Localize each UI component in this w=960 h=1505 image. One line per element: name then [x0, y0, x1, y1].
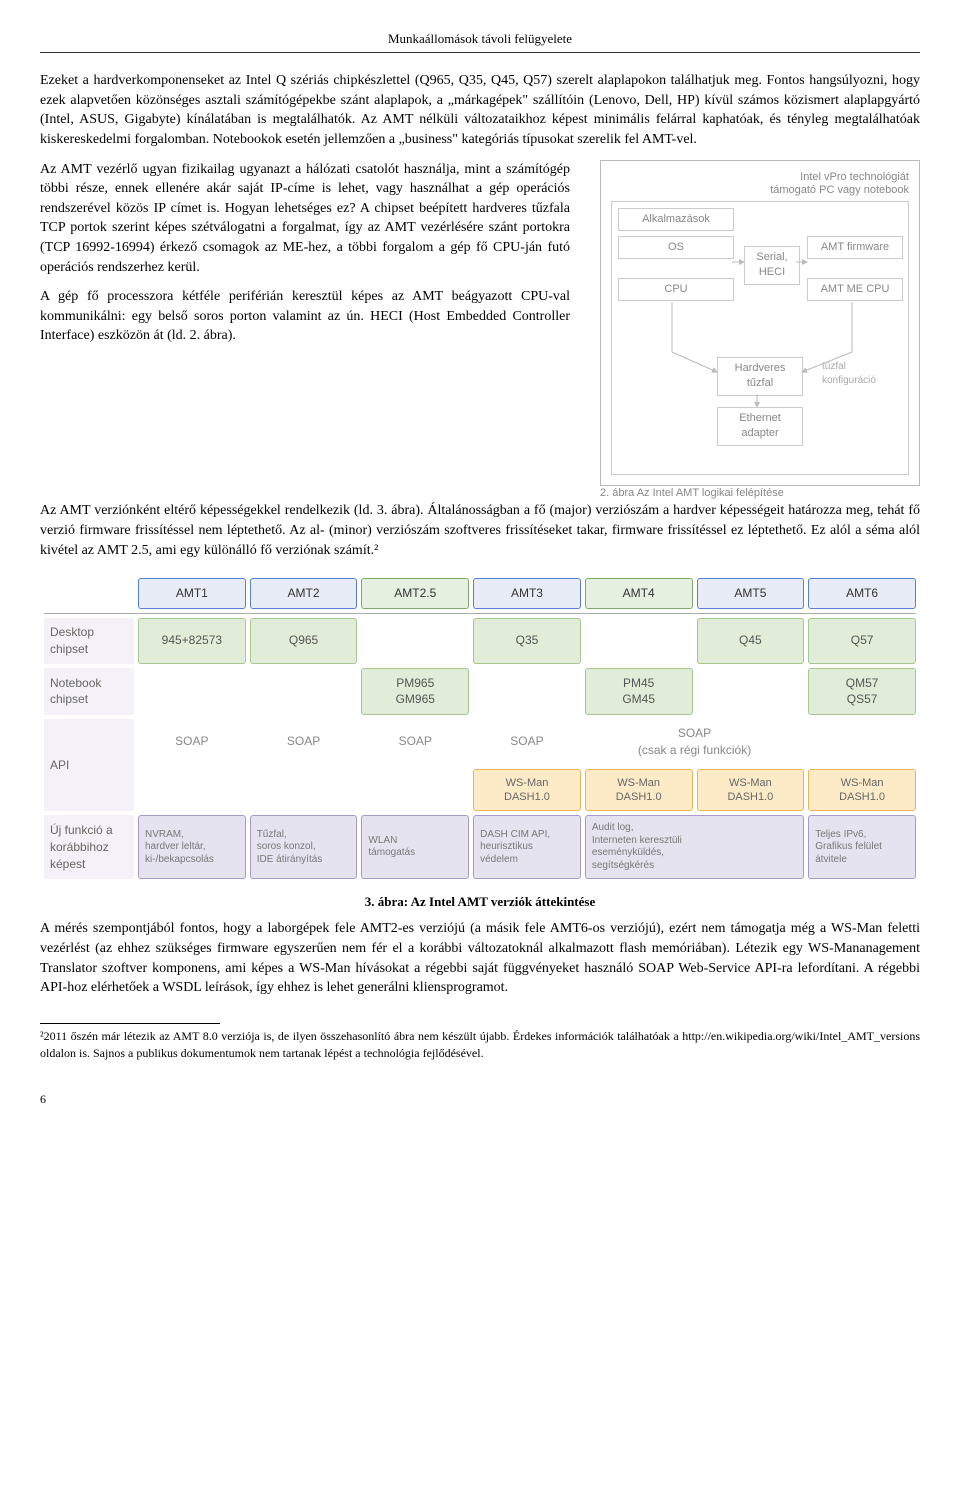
fig3-header-amt3: AMT3	[473, 578, 581, 609]
fig2-topnote-1: Intel vPro technológiát	[800, 171, 909, 183]
fig2-box-hwfirewall: Hardveres tűzfal	[717, 357, 803, 396]
fig3-feature-3: DASH CIM API, heurisztikus védelem	[473, 815, 581, 879]
fig3-desktop-col3: Q35	[473, 618, 581, 664]
fig3-notebook-col5	[697, 668, 805, 716]
fig2-topnote-2: támogató PC vagy notebook	[770, 184, 909, 196]
paragraph-4: A mérés szempontjából fontos, hogy a lab…	[40, 919, 920, 997]
paragraph-1: Ezeket a hardverkomponenseket az Intel Q…	[40, 71, 920, 149]
fig3-rowlabel-notebook: Notebook chipset	[44, 668, 134, 716]
fig2-caption: 2. ábra Az Intel AMT logikai felépítése	[600, 486, 920, 501]
fig3-api-wsman-3: WS-Man DASH1.0	[808, 769, 916, 812]
paragraph-2a: Az AMT vezérlő ugyan fizikailag ugyanazt…	[40, 160, 570, 278]
fig3-notebook-col0	[138, 668, 246, 716]
fig2-host-box: Alkalmazások OS CPU AMT firmware AMT ME …	[611, 201, 909, 475]
fig3-header-amt2-5: AMT2.5	[361, 578, 469, 609]
fig3-desktop-col4	[585, 618, 693, 664]
fig3-header-amt6: AMT6	[808, 578, 916, 609]
fig3-desktop-col2	[361, 618, 469, 664]
fig3-api-soap-2: SOAP	[361, 719, 469, 765]
fig3-rowlabel-new: Új funkció a korábbihoz képest	[44, 815, 134, 879]
fig3-notebook-col1	[250, 668, 358, 716]
fig3-desktop-col1: Q965	[250, 618, 358, 664]
fig3-feature-0: NVRAM, hardver leltár, ki-/bekapcsolás	[138, 815, 246, 879]
fig3-header-amt5: AMT5	[697, 578, 805, 609]
fig3-rowlabel-desktop: Desktop chipset	[44, 618, 134, 664]
header-rule	[40, 52, 920, 53]
fig3-api-wsman-2: WS-Man DASH1.0	[697, 769, 805, 812]
fig3-header-amt2: AMT2	[250, 578, 358, 609]
page-header: Munkaállomások távoli felügyelete	[40, 30, 920, 48]
fig2-box-amtcpu: AMT ME CPU	[807, 278, 903, 301]
page-number: 6	[40, 1091, 920, 1108]
figure-3: AMT1AMT2AMT2.5AMT3AMT4AMT5AMT6 Desktop c…	[40, 574, 920, 911]
fig3-rowlabel-api: API	[44, 719, 134, 811]
fig3-caption: 3. ábra: Az Intel AMT verziók áttekintés…	[40, 893, 920, 911]
fig3-api-soap-legacy: SOAP (csak a régi funkciók)	[585, 719, 804, 765]
footnote-rule	[40, 1023, 220, 1024]
fig2-box-os: OS	[618, 236, 734, 259]
fig3-feature-4: Audit log, Interneten keresztüli esemény…	[585, 815, 804, 879]
fig3-feature-1: Tűzfal, soros konzol, IDE átirányítás	[250, 815, 358, 879]
fig2-box-serial-heci: Serial, HECI	[744, 246, 800, 285]
fig2-box-alkalmazasok: Alkalmazások	[618, 208, 734, 231]
fig3-notebook-col3	[473, 668, 581, 716]
fig2-box-amtfw: AMT firmware	[807, 236, 903, 259]
fig3-api-soap-3: SOAP	[473, 719, 581, 765]
footnote: ²2011 őszén már létezik az AMT 8.0 verzi…	[40, 1028, 920, 1062]
fig3-api-soap-0: SOAP	[138, 719, 246, 765]
fig3-notebook-col6: QM57 QS57	[808, 668, 916, 716]
fig3-feature-5: Teljes IPv6, Grafikus felület átvitele	[808, 815, 916, 879]
fig2-label-tzcfg: tűzfal konfiguráció	[822, 360, 876, 388]
fig3-header-amt4: AMT4	[585, 578, 693, 609]
fig3-desktop-col6: Q57	[808, 618, 916, 664]
fig3-api-wsman-1: WS-Man DASH1.0	[585, 769, 693, 812]
fig3-api-soap-1: SOAP	[250, 719, 358, 765]
fig3-desktop-col0: 945+82573	[138, 618, 246, 664]
fig2-box-ethernet: Ethernet adapter	[717, 407, 803, 446]
fig3-api-wsman-0: WS-Man DASH1.0	[473, 769, 581, 812]
fig3-desktop-col5: Q45	[697, 618, 805, 664]
paragraph-2b: A gép fő processzora kétféle periférián …	[40, 287, 570, 346]
fig3-notebook-col4: PM45 GM45	[585, 668, 693, 716]
fig3-feature-2: WLAN támogatás	[361, 815, 469, 879]
fig2-box-cpu: CPU	[618, 278, 734, 301]
paragraph-3: Az AMT verziónként eltérő képességekkel …	[40, 501, 920, 560]
fig3-notebook-col2: PM965 GM965	[361, 668, 469, 716]
figure-2: Intel vPro technológiát támogató PC vagy…	[600, 160, 920, 486]
fig3-header-amt1: AMT1	[138, 578, 246, 609]
